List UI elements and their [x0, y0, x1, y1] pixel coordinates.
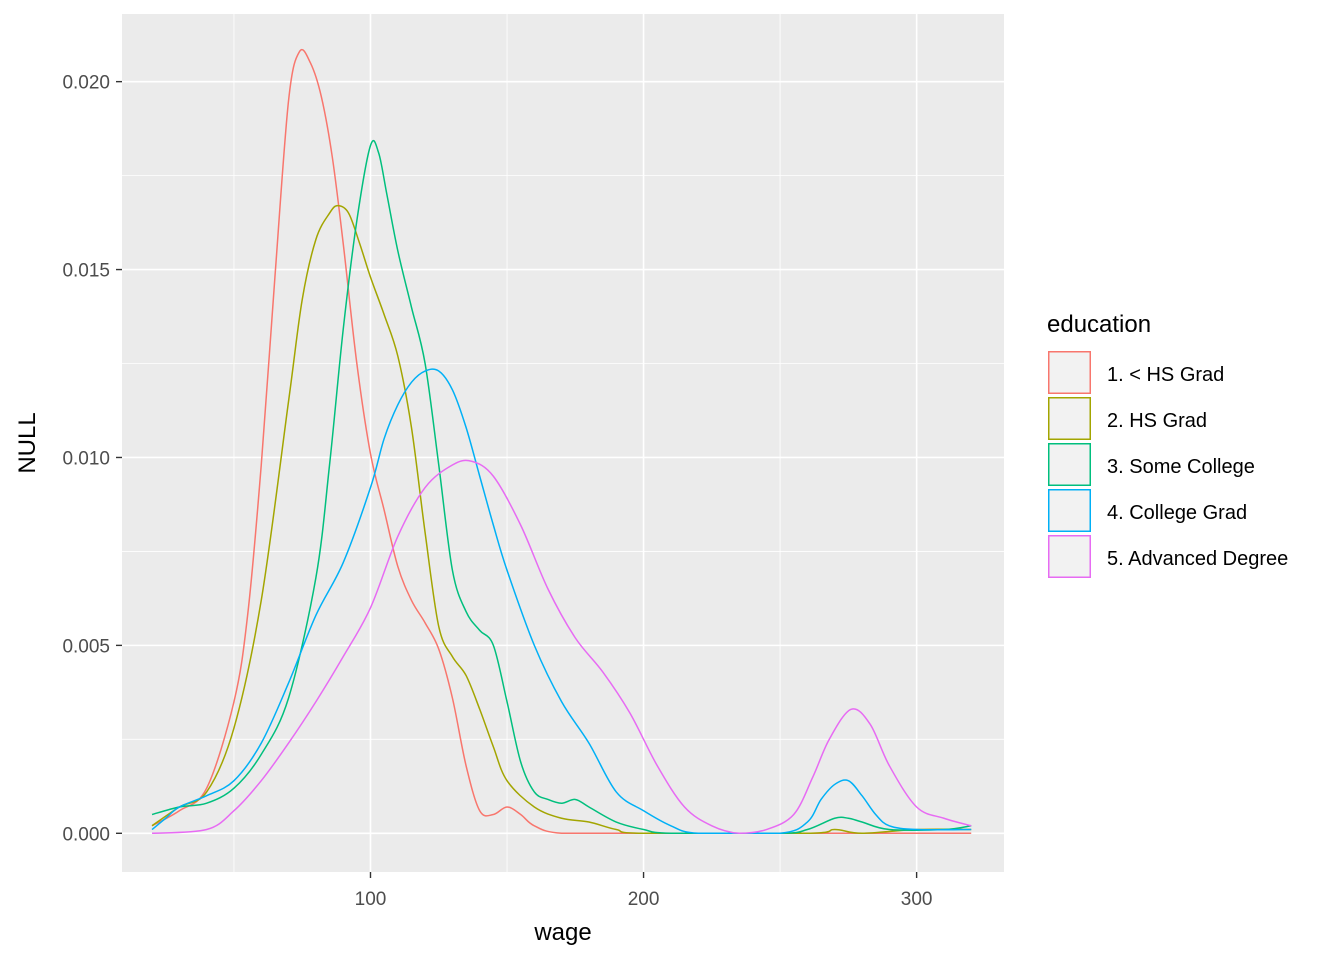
y-axis-title: NULL — [14, 412, 41, 473]
x-tick-label: 300 — [901, 889, 933, 910]
major-gridlines — [122, 14, 1004, 872]
legend-key — [1048, 397, 1091, 440]
y-tick-label: 0.010 — [62, 448, 110, 469]
y-tick-label: 0.000 — [62, 824, 110, 845]
y-tick-label: 0.020 — [62, 73, 110, 94]
legend-label: 1. < HS Grad — [1107, 364, 1224, 386]
legend-key-background — [1048, 397, 1091, 440]
legend-key — [1048, 443, 1091, 486]
legend-key-background — [1048, 443, 1091, 486]
plot-panel — [122, 14, 1004, 872]
x-axis-ticks: 100 200 300 — [355, 872, 933, 910]
series-line-3-some-college — [151, 140, 972, 835]
series-line-4-college-grad — [151, 368, 972, 835]
legend-key-background — [1048, 535, 1091, 578]
legend-label: 3. Some College — [1107, 456, 1255, 478]
legend-key-background — [1048, 351, 1091, 394]
series-lines — [151, 48, 972, 835]
series-line-2-hs-grad — [151, 204, 972, 835]
legend-label: 5. Advanced Degree — [1107, 548, 1288, 570]
series-line-5-advanced-degree — [151, 459, 972, 835]
legend-title: education — [1047, 311, 1151, 338]
x-tick-label: 200 — [628, 889, 660, 910]
legend-key-background — [1048, 489, 1091, 532]
legend-key — [1048, 489, 1091, 532]
legend-key — [1048, 351, 1091, 394]
y-axis-ticks: 0.000 0.005 0.010 0.015 0.020 — [62, 73, 122, 845]
x-tick-label: 100 — [355, 889, 387, 910]
legend: education 1. < HS Grad 2. HS Grad 3. Some … — [1047, 311, 1288, 578]
y-tick-label: 0.005 — [62, 636, 110, 657]
y-tick-label: 0.015 — [62, 261, 110, 282]
series-line-1-hs-grad — [151, 48, 972, 835]
legend-key — [1048, 535, 1091, 578]
legend-label: 4. College Grad — [1107, 502, 1247, 524]
legend-label: 2. HS Grad — [1107, 410, 1207, 432]
x-axis-title: wage — [533, 919, 591, 946]
